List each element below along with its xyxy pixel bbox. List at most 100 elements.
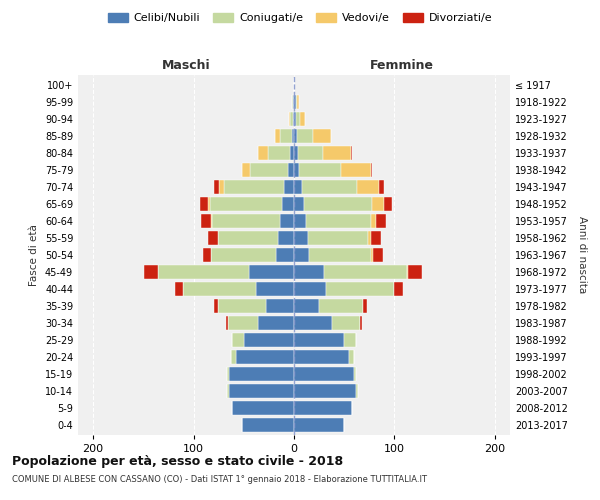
Bar (368, 231, 371, 245)
Bar (308, 231, 368, 245)
Bar (294, 350, 349, 364)
Bar (294, 316, 332, 330)
Bar (294, 146, 298, 160)
Y-axis label: Anni di nascita: Anni di nascita (577, 216, 587, 294)
Bar (313, 129, 331, 144)
Bar (266, 298, 294, 313)
Bar (407, 265, 422, 279)
Bar (290, 146, 294, 160)
Bar (373, 197, 385, 212)
Bar (145, 265, 158, 279)
Text: COMUNE DI ALBESE CON CASSANO (CO) - Dati ISTAT 1° gennaio 2018 - Elaborazione TU: COMUNE DI ALBESE CON CASSANO (CO) - Dati… (12, 475, 427, 484)
Bar (304, 197, 373, 212)
Bar (232, 332, 244, 347)
Bar (323, 146, 351, 160)
Bar (282, 197, 294, 212)
Bar (294, 180, 302, 194)
Bar (298, 146, 323, 160)
Bar (229, 366, 294, 381)
Bar (294, 298, 319, 313)
Bar (184, 282, 256, 296)
Bar (294, 231, 308, 245)
Bar (280, 214, 294, 228)
Bar (385, 197, 392, 212)
Bar (209, 197, 282, 212)
Legend: Celibi/Nubili, Coniugati/e, Vedovi/e, Divorziati/e: Celibi/Nubili, Coniugati/e, Vedovi/e, Di… (103, 8, 497, 28)
Bar (294, 95, 296, 110)
Bar (232, 400, 294, 415)
Bar (296, 112, 300, 126)
Bar (309, 248, 371, 262)
Bar (294, 214, 306, 228)
Bar (361, 316, 362, 330)
Bar (326, 282, 394, 296)
Bar (349, 350, 354, 364)
Bar (294, 400, 352, 415)
Bar (218, 180, 224, 194)
Bar (357, 180, 379, 194)
Bar (203, 248, 211, 262)
Bar (218, 298, 266, 313)
Bar (332, 316, 361, 330)
Bar (371, 231, 382, 245)
Bar (294, 265, 324, 279)
Bar (297, 95, 299, 110)
Bar (344, 332, 356, 347)
Bar (211, 248, 276, 262)
Bar (376, 214, 386, 228)
Bar (294, 366, 354, 381)
Bar (293, 112, 294, 126)
Bar (294, 163, 299, 178)
Text: Popolazione per età, sesso e stato civile - 2018: Popolazione per età, sesso e stato civil… (12, 455, 343, 468)
Bar (212, 214, 280, 228)
Bar (289, 112, 290, 126)
Bar (208, 231, 218, 245)
Bar (226, 316, 227, 330)
Bar (242, 418, 294, 432)
Bar (294, 282, 326, 296)
Bar (371, 214, 376, 228)
Bar (249, 265, 294, 279)
Bar (371, 163, 373, 178)
Bar (394, 282, 403, 296)
Bar (364, 298, 367, 313)
Bar (275, 129, 280, 144)
Bar (227, 366, 229, 381)
Bar (293, 95, 294, 110)
Bar (236, 350, 294, 364)
Bar (300, 112, 305, 126)
Bar (351, 146, 352, 160)
Bar (224, 180, 284, 194)
Bar (288, 163, 294, 178)
Bar (278, 231, 294, 245)
Bar (256, 282, 294, 296)
Bar (258, 316, 294, 330)
Bar (373, 248, 383, 262)
Bar (294, 248, 309, 262)
Bar (294, 197, 304, 212)
Bar (227, 384, 229, 398)
Bar (214, 298, 218, 313)
Bar (319, 298, 364, 313)
Bar (294, 129, 297, 144)
Bar (294, 332, 344, 347)
Text: Femmine: Femmine (370, 60, 433, 72)
Bar (302, 180, 357, 194)
Bar (292, 95, 293, 110)
Bar (229, 384, 294, 398)
Bar (292, 129, 294, 144)
Bar (379, 180, 385, 194)
Bar (324, 265, 407, 279)
Bar (299, 163, 341, 178)
Bar (231, 350, 236, 364)
Bar (284, 180, 294, 194)
Bar (200, 197, 208, 212)
Bar (214, 180, 218, 194)
Bar (242, 163, 250, 178)
Text: Maschi: Maschi (162, 60, 211, 72)
Bar (268, 146, 290, 160)
Bar (306, 214, 371, 228)
Bar (296, 95, 297, 110)
Bar (211, 214, 212, 228)
Bar (371, 248, 373, 262)
